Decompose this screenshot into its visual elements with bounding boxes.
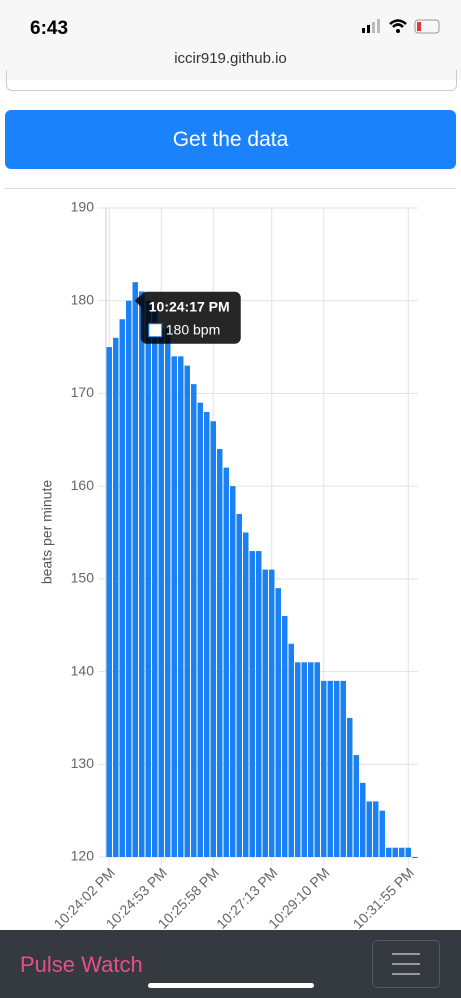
bar <box>184 365 190 857</box>
bar <box>126 300 132 857</box>
bar <box>327 680 333 857</box>
bar <box>119 319 125 857</box>
bar <box>314 662 320 857</box>
bar <box>340 680 346 857</box>
y-tick-label: 180 <box>71 291 95 307</box>
bar <box>366 801 372 857</box>
tooltip-swatch <box>148 323 163 338</box>
bar <box>230 486 236 857</box>
bar <box>334 680 340 857</box>
bar <box>275 588 281 857</box>
bar <box>210 421 216 857</box>
input[interactable] <box>6 70 457 91</box>
bar <box>288 643 294 857</box>
tooltip-caret <box>134 294 141 307</box>
bar <box>373 801 379 857</box>
bar <box>405 847 411 857</box>
chart: beats per minute 120 130 140 150 160 170 180 19… <box>39 199 418 930</box>
bar <box>204 411 210 857</box>
bar <box>399 847 405 857</box>
menu-toggle[interactable] <box>372 940 440 988</box>
bar <box>139 291 145 857</box>
y-tick-label: 190 <box>71 199 95 215</box>
bar <box>106 347 112 857</box>
bar <box>308 662 314 857</box>
bar <box>360 782 366 857</box>
bar <box>347 717 353 857</box>
bar <box>379 810 385 857</box>
bar <box>243 532 249 857</box>
bar <box>223 467 229 857</box>
y-axis-label: beats per minute <box>39 480 55 584</box>
url[interactable]: iccir919.github.io <box>174 50 287 67</box>
bar <box>132 282 138 858</box>
bar <box>236 513 242 857</box>
bar <box>282 615 288 857</box>
y-tick-label: 120 <box>71 848 95 864</box>
tooltip-label: 180 bpm <box>166 321 220 337</box>
bar <box>295 662 301 857</box>
y-tick-label: 150 <box>71 570 95 586</box>
y-tick-label: 170 <box>71 384 95 400</box>
bar <box>353 755 359 857</box>
status-icons <box>362 19 440 34</box>
bar <box>191 384 197 857</box>
bar <box>412 857 418 858</box>
tooltip-title: 10:24:17 PM <box>149 298 230 314</box>
tooltip <box>140 291 241 344</box>
bar <box>269 569 275 857</box>
bar <box>321 680 327 857</box>
get-data-button[interactable]: Get the data <box>5 110 456 169</box>
bar <box>178 356 184 857</box>
bar <box>113 337 119 857</box>
bar <box>145 300 151 857</box>
browser-chrome: 6:43 iccir919.github.io <box>0 0 461 80</box>
brand[interactable]: Pulse Watch <box>20 952 143 977</box>
bar <box>262 569 268 857</box>
bar <box>249 551 255 857</box>
y-tick-label: 160 <box>71 477 95 493</box>
x-tick-label: 10:31:55 PM <box>350 864 417 930</box>
y-tick-label: 140 <box>71 662 95 678</box>
bar <box>301 662 307 857</box>
bar <box>392 847 398 857</box>
divider <box>5 188 456 189</box>
navbar: Pulse Watch <box>0 930 461 998</box>
y-tick-label: 130 <box>71 755 95 771</box>
bar <box>158 328 164 857</box>
bar <box>256 551 262 857</box>
bar <box>197 402 203 857</box>
bar <box>386 847 392 857</box>
bar <box>152 309 158 857</box>
home-indicator <box>148 983 314 988</box>
bar <box>217 449 223 857</box>
bar <box>171 356 177 857</box>
clock: 6:43 <box>30 18 69 39</box>
bar <box>165 328 171 857</box>
